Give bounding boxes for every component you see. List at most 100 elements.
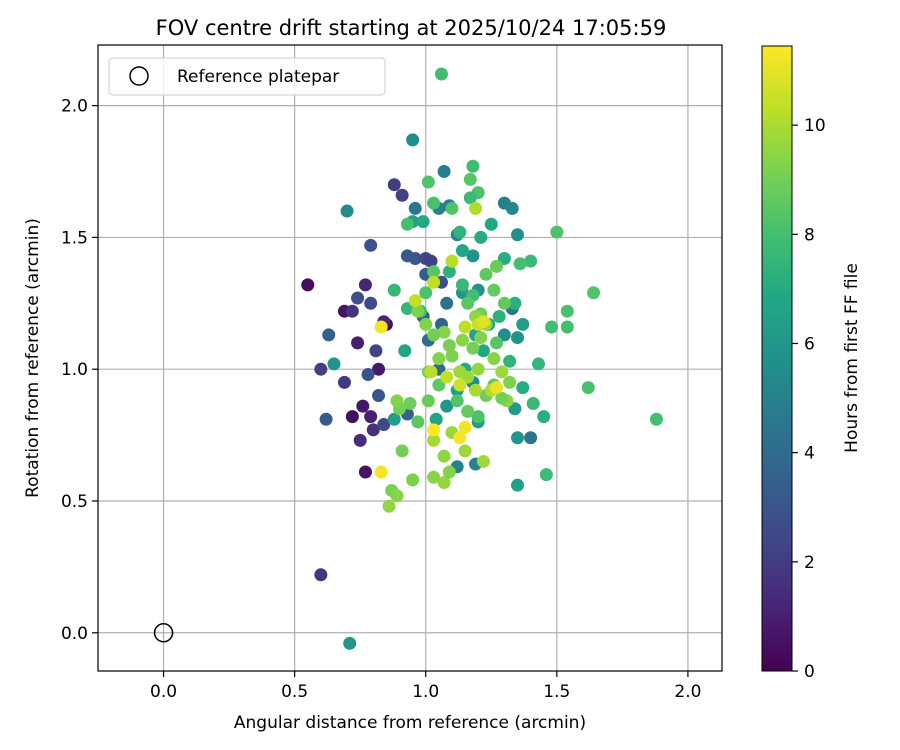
- data-point: [372, 389, 386, 403]
- y-tick-label: 1.0: [61, 360, 88, 380]
- y-tick-label: 0.0: [61, 624, 88, 644]
- data-point: [490, 381, 504, 395]
- data-point: [471, 410, 485, 424]
- data-point: [495, 365, 509, 379]
- data-point: [440, 370, 454, 384]
- data-point: [455, 278, 469, 292]
- data-point: [587, 286, 601, 300]
- legend-box: [108, 57, 386, 96]
- x-tick-label: 1.5: [543, 682, 570, 702]
- data-point: [364, 410, 378, 424]
- data-point: [411, 304, 425, 318]
- data-point: [463, 172, 477, 186]
- reference-platepar-marker: [153, 623, 174, 643]
- legend: Reference platepar: [108, 57, 386, 96]
- colorbar-label: Hours from first FF file: [842, 263, 862, 453]
- data-point: [424, 254, 438, 268]
- data-point: [492, 309, 506, 323]
- data-point: [314, 568, 328, 582]
- data-point: [442, 465, 456, 479]
- data-point: [427, 328, 441, 342]
- x-tick-label: 0.5: [281, 682, 308, 702]
- data-point: [560, 320, 574, 334]
- data-point: [395, 444, 409, 458]
- data-point: [497, 328, 511, 342]
- data-point: [427, 470, 441, 484]
- data-point: [408, 251, 422, 265]
- data-point: [408, 294, 422, 308]
- data-point: [301, 278, 315, 292]
- data-point: [398, 344, 412, 358]
- data-point: [437, 476, 451, 490]
- data-point: [419, 317, 433, 331]
- x-tick-label: 1.0: [412, 682, 439, 702]
- data-point: [356, 399, 370, 413]
- data-point: [361, 367, 375, 381]
- plot-frame: [97, 44, 723, 672]
- data-point: [374, 320, 388, 334]
- data-point: [427, 265, 441, 279]
- data-point: [424, 365, 438, 379]
- data-point: [314, 362, 328, 376]
- data-point: [437, 165, 451, 179]
- data-point: [390, 489, 404, 503]
- data-point: [510, 228, 524, 242]
- colorbar-gradient: [761, 45, 793, 672]
- data-point: [445, 254, 459, 268]
- data-point: [364, 238, 378, 252]
- data-point: [421, 394, 435, 408]
- data-point: [545, 320, 559, 334]
- data-point: [337, 375, 351, 389]
- data-point: [345, 304, 359, 318]
- data-point: [550, 225, 564, 239]
- data-point: [387, 412, 401, 426]
- data-point: [469, 383, 483, 397]
- data-point: [458, 320, 472, 334]
- x-axis-ticks: 0.0 0.5 1.0 1.5 2.0: [150, 671, 701, 702]
- data-point: [421, 175, 435, 189]
- data-point: [461, 404, 475, 418]
- data-point: [471, 362, 485, 376]
- colorbar-tick-label: 2: [804, 553, 815, 573]
- data-point: [524, 254, 538, 268]
- data-point: [327, 357, 341, 371]
- data-point: [442, 265, 456, 279]
- data-point: [513, 257, 527, 271]
- data-point: [476, 315, 490, 329]
- data-point: [503, 375, 517, 389]
- data-point: [466, 249, 480, 263]
- data-point: [419, 286, 433, 300]
- data-point: [374, 465, 388, 479]
- data-point: [510, 478, 524, 492]
- data-point: [406, 473, 420, 487]
- data-point: [429, 412, 443, 426]
- data-point: [474, 230, 488, 244]
- data-point: [490, 336, 504, 350]
- data-point: [497, 296, 511, 310]
- data-point: [537, 410, 551, 424]
- data-point: [531, 357, 545, 371]
- data-point: [440, 296, 454, 310]
- data-point: [411, 415, 425, 429]
- data-point: [351, 336, 365, 350]
- data-point: [358, 278, 372, 292]
- data-point: [364, 296, 378, 310]
- colorbar-tick-label: 4: [804, 444, 815, 464]
- x-axis-label: Angular distance from reference (arcmin): [234, 713, 586, 733]
- data-point: [395, 188, 409, 202]
- data-point: [508, 402, 522, 416]
- data-point: [319, 412, 333, 426]
- data-point: [345, 410, 359, 424]
- data-point: [340, 204, 354, 218]
- data-point: [510, 331, 524, 345]
- y-tick-label: 1.5: [61, 228, 88, 248]
- data-point: [416, 215, 430, 229]
- data-point: [434, 67, 448, 81]
- data-point: [387, 283, 401, 297]
- data-point: [463, 191, 477, 205]
- data-point: [432, 352, 446, 366]
- data-point: [427, 433, 441, 447]
- y-tick-label: 0.5: [61, 492, 88, 512]
- data-point: [453, 225, 467, 239]
- colorbar: 0 2 4 6 8 10 Hours from first FF file: [761, 45, 862, 682]
